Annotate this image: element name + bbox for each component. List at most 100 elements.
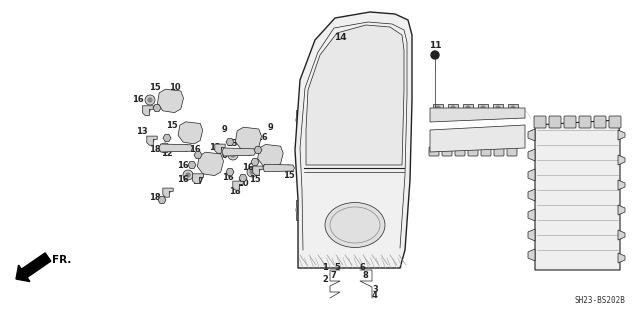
Circle shape: [228, 140, 232, 144]
Polygon shape: [528, 169, 535, 181]
Text: 11: 11: [429, 41, 441, 50]
Circle shape: [256, 168, 260, 172]
Polygon shape: [528, 189, 535, 201]
Circle shape: [241, 176, 245, 180]
Circle shape: [256, 148, 260, 152]
Text: 17: 17: [209, 158, 221, 167]
FancyBboxPatch shape: [481, 147, 491, 156]
Text: 7: 7: [330, 271, 336, 280]
Text: 9: 9: [222, 125, 228, 135]
Circle shape: [160, 198, 164, 202]
Text: 10: 10: [237, 179, 249, 188]
Bar: [448, 104, 458, 112]
Circle shape: [296, 117, 302, 123]
Bar: [296, 200, 308, 220]
Circle shape: [225, 149, 232, 155]
Circle shape: [250, 170, 254, 174]
Polygon shape: [618, 230, 625, 240]
Text: 9: 9: [267, 123, 273, 132]
Circle shape: [155, 106, 159, 110]
Text: 15: 15: [166, 121, 178, 130]
Bar: [580, 195, 610, 209]
Polygon shape: [430, 108, 525, 122]
Circle shape: [451, 106, 455, 110]
Polygon shape: [239, 174, 247, 182]
Polygon shape: [251, 159, 259, 166]
Text: 2: 2: [322, 276, 328, 285]
Circle shape: [162, 145, 168, 151]
Bar: [308, 235, 330, 247]
Bar: [493, 104, 503, 112]
Circle shape: [336, 41, 344, 49]
Text: 16: 16: [216, 152, 228, 160]
Circle shape: [212, 166, 217, 171]
Circle shape: [196, 176, 200, 180]
Polygon shape: [193, 174, 204, 184]
Text: 16: 16: [256, 133, 268, 143]
Bar: [296, 110, 308, 130]
Polygon shape: [16, 253, 51, 282]
Polygon shape: [157, 89, 184, 113]
Polygon shape: [163, 188, 173, 197]
Circle shape: [253, 160, 257, 164]
FancyBboxPatch shape: [549, 116, 561, 128]
Polygon shape: [236, 127, 262, 151]
Circle shape: [183, 145, 189, 151]
Text: 12: 12: [161, 150, 173, 159]
Circle shape: [250, 131, 255, 136]
Polygon shape: [226, 138, 234, 145]
Circle shape: [240, 131, 245, 136]
Circle shape: [205, 159, 214, 167]
Ellipse shape: [325, 203, 385, 248]
Circle shape: [266, 165, 272, 171]
Polygon shape: [222, 148, 255, 156]
FancyBboxPatch shape: [468, 147, 478, 156]
Circle shape: [148, 98, 152, 102]
Polygon shape: [226, 168, 234, 175]
Bar: [385, 220, 403, 240]
Circle shape: [172, 103, 177, 108]
Text: FR.: FR.: [52, 255, 72, 265]
Circle shape: [266, 151, 275, 160]
Circle shape: [236, 183, 240, 187]
Text: 1: 1: [322, 263, 328, 272]
Text: 12: 12: [209, 144, 221, 152]
Text: 16: 16: [222, 174, 234, 182]
Circle shape: [202, 165, 207, 170]
Circle shape: [186, 173, 190, 177]
Polygon shape: [158, 197, 166, 204]
Circle shape: [182, 134, 188, 139]
Text: 16: 16: [177, 160, 189, 169]
Circle shape: [146, 108, 150, 112]
Polygon shape: [159, 144, 193, 152]
Polygon shape: [528, 229, 535, 241]
Text: 17: 17: [269, 155, 281, 165]
Polygon shape: [197, 152, 223, 175]
Polygon shape: [258, 145, 283, 167]
Circle shape: [163, 146, 167, 150]
Polygon shape: [143, 106, 154, 115]
Text: 5: 5: [334, 263, 340, 272]
Bar: [308, 215, 330, 227]
Circle shape: [212, 156, 217, 161]
Circle shape: [190, 163, 194, 167]
Circle shape: [192, 125, 197, 130]
Polygon shape: [147, 136, 157, 145]
Bar: [385, 185, 403, 215]
Circle shape: [246, 149, 252, 155]
Text: 3: 3: [372, 285, 378, 293]
Text: 14: 14: [333, 33, 346, 41]
Circle shape: [511, 106, 515, 110]
Circle shape: [183, 170, 193, 180]
Circle shape: [162, 93, 167, 98]
Text: 15: 15: [249, 175, 261, 184]
Circle shape: [496, 106, 500, 110]
Bar: [360, 255, 368, 260]
FancyBboxPatch shape: [429, 147, 439, 156]
Polygon shape: [188, 161, 196, 168]
Circle shape: [296, 207, 302, 213]
Polygon shape: [618, 205, 625, 215]
Polygon shape: [215, 144, 225, 153]
Text: 15: 15: [283, 170, 295, 180]
Circle shape: [262, 148, 268, 153]
